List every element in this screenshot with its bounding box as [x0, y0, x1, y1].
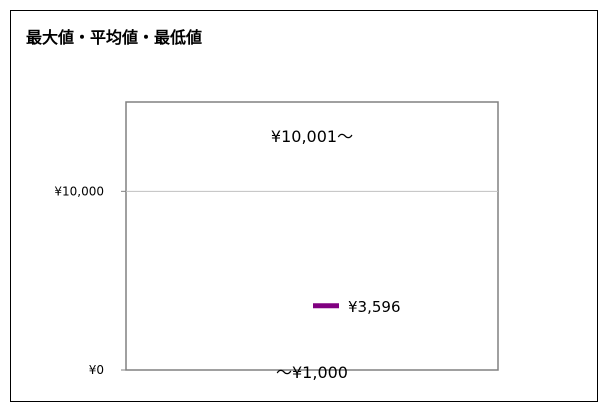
chart-title: 最大値・平均値・最低値 [26, 28, 203, 47]
y-axis-ticks: ¥0 ¥10,000 [54, 184, 126, 377]
y-tick-label: ¥0 [89, 363, 104, 377]
data-label: ¥3,596 [348, 298, 401, 316]
plot-area [125, 101, 499, 371]
series-layer: ¥3,596 [313, 298, 401, 316]
annotation-top: ¥10,001～ [271, 127, 353, 146]
annotation-bottom: ～¥1,000 [276, 363, 348, 382]
data-point-marker [313, 303, 339, 309]
y-tick-label: ¥10,000 [54, 184, 104, 198]
